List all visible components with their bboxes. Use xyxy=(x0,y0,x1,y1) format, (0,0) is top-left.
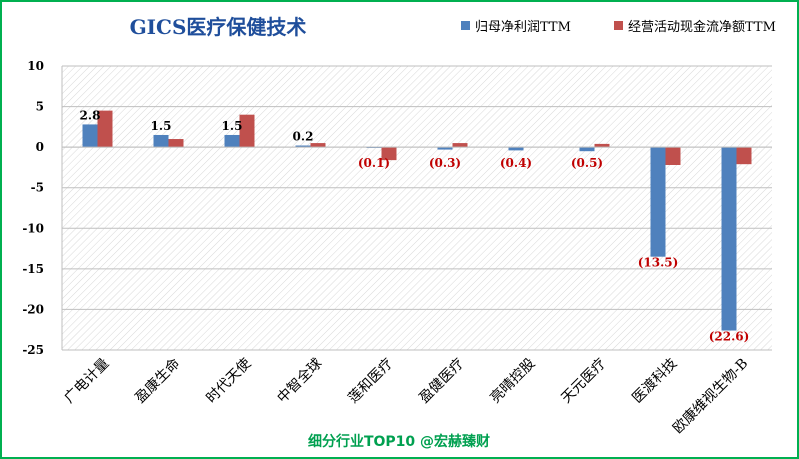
bar-net-profit xyxy=(508,147,524,151)
y-tick-label: 5 xyxy=(36,100,44,114)
bar-net-profit xyxy=(650,147,666,257)
y-tick-label: 0 xyxy=(36,140,44,154)
bar-operating-cash-flow xyxy=(310,143,326,148)
legend-label-net-profit: 归母净利润TTM xyxy=(475,20,571,35)
y-tick-label: -20 xyxy=(22,302,44,316)
bar-operating-cash-flow xyxy=(168,139,184,148)
x-tick-label: 盈健医疗 xyxy=(416,356,467,407)
legend-swatch-net-profit xyxy=(461,21,470,30)
y-tick-label: -10 xyxy=(22,221,44,235)
legend-label-operating-cash-flow: 经营活动现金流净额TTM xyxy=(628,19,776,35)
x-tick-label: 广电计量 xyxy=(61,356,112,407)
bar-operating-cash-flow xyxy=(381,147,397,161)
data-label: (0.4) xyxy=(500,156,532,170)
data-label: (0.5) xyxy=(571,156,603,170)
legend-swatch-operating-cash-flow xyxy=(614,21,623,30)
x-tick-label: 亮晴控股 xyxy=(487,355,539,407)
data-label: (0.3) xyxy=(429,156,461,170)
x-tick-label: 盈康生命 xyxy=(132,355,184,407)
y-tick-label: -15 xyxy=(22,262,44,276)
bar-operating-cash-flow xyxy=(665,147,681,165)
bar-operating-cash-flow xyxy=(594,143,610,148)
bar-net-profit xyxy=(437,147,453,150)
bar-operating-cash-flow xyxy=(452,143,468,148)
bar-net-profit xyxy=(721,147,737,331)
footer-text: 细分行业TOP10 @宏赫臻财 xyxy=(308,433,490,450)
y-tick-label: -5 xyxy=(31,181,44,195)
x-tick-label: 中智全球 xyxy=(274,355,326,407)
x-tick-label: 医渡科技 xyxy=(629,356,680,407)
bar-net-profit xyxy=(82,124,98,148)
data-label: 0.2 xyxy=(293,130,314,144)
data-label: 1.5 xyxy=(222,119,243,133)
bar-net-profit xyxy=(295,145,311,148)
bars xyxy=(82,110,752,331)
bar-net-profit xyxy=(579,147,595,152)
y-tick-label: -25 xyxy=(22,343,44,357)
data-label: (0.1) xyxy=(358,156,390,170)
y-tick-label: 10 xyxy=(27,59,44,73)
x-tick-label: 时代天使 xyxy=(203,355,255,407)
data-label: 2.8 xyxy=(80,108,101,122)
x-tick-label: 莲和医疗 xyxy=(345,356,396,407)
bar-operating-cash-flow xyxy=(97,110,113,148)
y-axis: 10 5 0 -5 -10 -15 -20 -25 xyxy=(22,59,63,357)
bar-net-profit xyxy=(224,134,240,148)
bar-net-profit xyxy=(153,134,169,148)
bar-operating-cash-flow xyxy=(239,114,255,148)
data-label: 1.5 xyxy=(151,119,172,133)
bar-operating-cash-flow xyxy=(736,147,752,165)
data-labels: 2.8 1.5 1.5 0.2 (0.1) (0.3) (0.4) (0.5) (13.5) (2… xyxy=(80,108,750,343)
data-label: (13.5) xyxy=(638,256,679,270)
x-tick-label: 天元医疗 xyxy=(558,356,609,407)
data-label: (22.6) xyxy=(709,330,750,344)
chart-title: GICS医疗保健技术 xyxy=(130,15,307,39)
x-tick-label: 欧康维视生物-B xyxy=(669,355,751,437)
